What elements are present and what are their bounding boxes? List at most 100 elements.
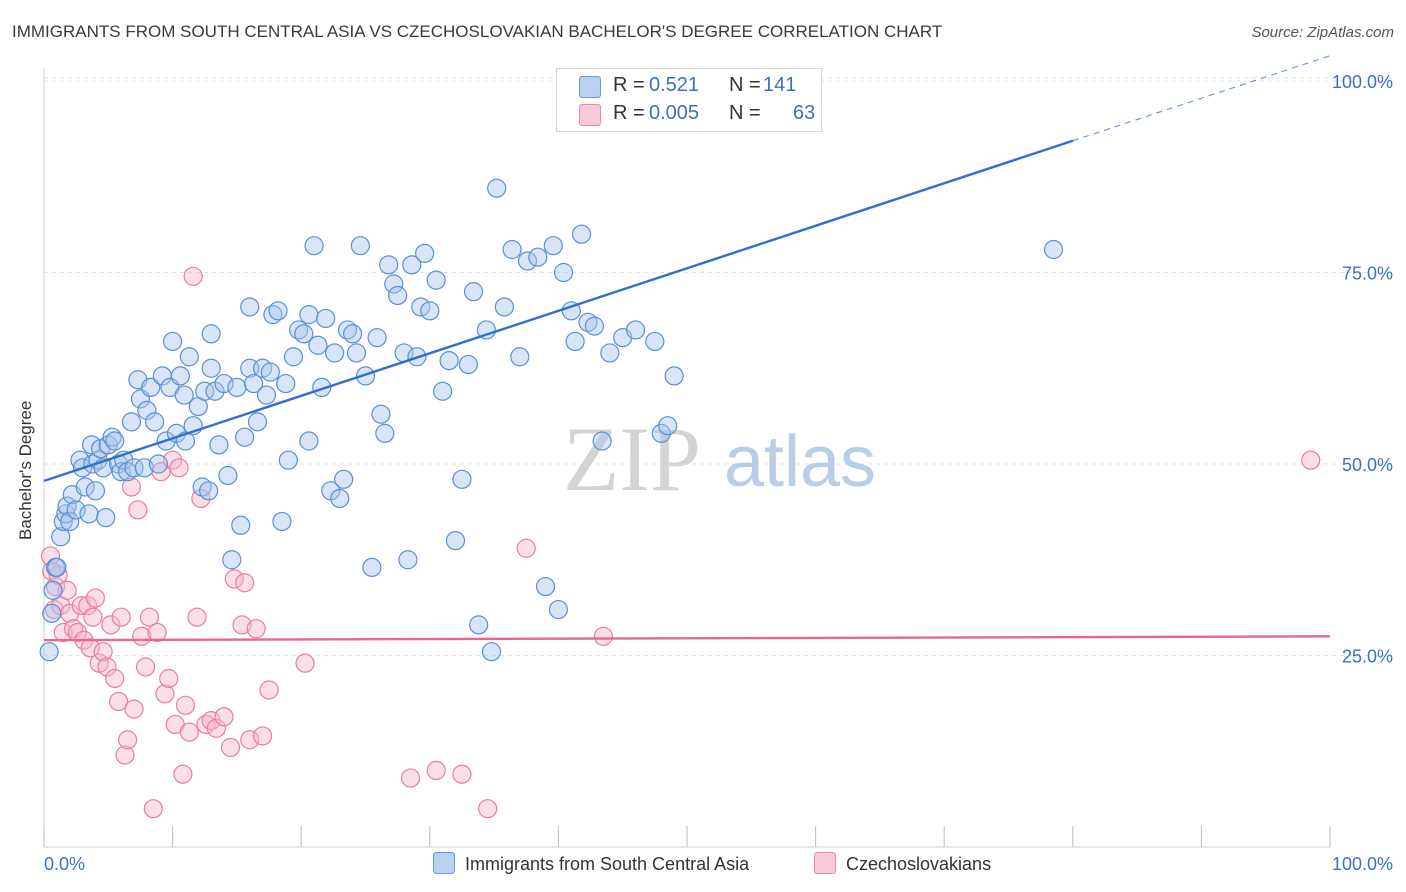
immigrants-point: [362, 557, 382, 578]
czechoslovakians-point: [115, 745, 135, 765]
immigrants-point: [375, 423, 395, 443]
czechoslovakians-point: [83, 607, 103, 627]
immigrants-point: [600, 343, 620, 363]
czechoslovakians-point: [235, 573, 255, 593]
immigrants-point: [276, 373, 296, 394]
immigrants-point: [43, 580, 63, 600]
czechoslovakians-point: [232, 615, 252, 635]
immigrants-point: [227, 377, 247, 397]
czechoslovakians-point: [183, 266, 203, 286]
czechoslovakians-point: [169, 458, 189, 478]
czechoslovakians-point: [147, 622, 167, 643]
czechoslovakians-point: [111, 607, 131, 627]
czechoslovakians-point: [246, 619, 266, 639]
source-label: Source: ZipAtlas.com: [1251, 24, 1394, 41]
immigrants-point: [494, 297, 514, 317]
czechoslovakians-point: [105, 668, 125, 689]
immigrants-point: [201, 358, 221, 378]
immigrants-point: [325, 343, 345, 363]
czechoslovakians-point: [426, 760, 446, 781]
immigrants-point: [316, 308, 336, 329]
immigrants-point: [235, 427, 255, 447]
immigrants-point: [79, 504, 99, 524]
czechoslovakians-point: [196, 714, 216, 735]
immigrants-point: [218, 465, 238, 486]
immigrants-point: [60, 511, 80, 532]
immigrants-point: [260, 362, 280, 382]
bottom-legend-label: Czechoslovakians: [846, 854, 992, 874]
immigrants-point: [222, 550, 242, 570]
immigrants-point: [289, 320, 309, 340]
immigrants-point: [174, 385, 194, 405]
y-tick-label: 75.0%: [1342, 264, 1393, 284]
y-axis-title: Bachelor's Degree: [16, 400, 35, 540]
legend-n-label: N =: [729, 102, 761, 124]
immigrants-point: [75, 477, 95, 497]
bottom-legend-swatch-blue: [433, 852, 455, 874]
axes: [43, 68, 1331, 848]
tick-labels: 25.0% 50.0% 75.0% 100.0% 0.0% 100.0%: [44, 72, 1393, 874]
czechoslovakians-series: [40, 266, 1321, 819]
czechoslovakians-point: [80, 638, 100, 658]
immigrants-point: [247, 412, 268, 432]
legend-r-value: 0.521: [649, 74, 700, 96]
bottom-legend-immigrants: Immigrants from South Central Asia: [433, 852, 749, 875]
czechoslovakians-point: [85, 588, 106, 608]
bottom-legend-swatch-pink: [814, 852, 836, 874]
immigrants-series: [39, 178, 1064, 662]
czechoslovakians-point: [452, 764, 472, 784]
czechoslovakians-trend-line: [43, 635, 1331, 642]
immigrants-point: [121, 412, 142, 432]
immigrants-point: [299, 305, 319, 325]
immigrants-point: [592, 431, 612, 451]
immigrants-point: [343, 324, 363, 344]
czechoslovakians-point: [259, 680, 279, 700]
immigrants-point: [426, 270, 446, 290]
czechoslovakians-point: [48, 565, 68, 585]
legend-n-label: N =: [729, 74, 761, 96]
immigrants-point: [439, 350, 459, 371]
czechoslovakians-point: [187, 607, 207, 627]
immigrants-point: [201, 324, 221, 344]
czechoslovakians-point: [57, 580, 77, 600]
czechoslovakians-point: [206, 718, 226, 738]
y-tick-label: 50.0%: [1342, 455, 1393, 475]
czechoslovakians-point: [253, 726, 273, 746]
watermark-zip: ZIP: [563, 408, 701, 510]
czechoslovakians-point: [173, 764, 193, 784]
czechoslovakians-point: [516, 538, 536, 558]
czechoslovakians-point: [163, 450, 183, 470]
immigrants-point: [105, 431, 125, 451]
immigrants-point: [388, 285, 408, 306]
immigrants-point: [487, 178, 507, 198]
immigrants-point: [379, 255, 399, 275]
immigrants-point: [42, 603, 62, 623]
czechoslovakians-point: [128, 500, 148, 520]
trend-lines: [43, 55, 1331, 642]
legend-r-label: R =: [613, 74, 645, 96]
immigrants-point: [268, 301, 288, 321]
immigrants-point: [535, 576, 556, 597]
immigrants-point: [415, 243, 435, 263]
immigrants-point: [433, 381, 453, 401]
immigrants-point: [420, 301, 440, 321]
czechoslovakians-point: [175, 695, 196, 715]
immigrants-point: [66, 500, 86, 520]
immigrants-point: [111, 462, 131, 482]
czechoslovakians-point: [1301, 450, 1321, 470]
immigrants-point: [346, 343, 367, 363]
immigrants-trend-extension: [1072, 55, 1331, 142]
immigrants-point: [272, 511, 292, 532]
czechoslovakians-point: [108, 691, 129, 712]
czechoslovakians-point: [121, 477, 142, 497]
czechoslovakians-point: [117, 730, 138, 750]
czechoslovakians-point: [53, 622, 73, 643]
czechoslovakians-point: [139, 607, 160, 627]
immigrants-point: [452, 469, 472, 489]
immigrants-point: [163, 331, 183, 352]
immigrants-point: [334, 469, 354, 489]
czechoslovakians-point: [478, 799, 498, 819]
legend-swatch-pink: [579, 104, 601, 126]
immigrants-point: [517, 251, 538, 271]
